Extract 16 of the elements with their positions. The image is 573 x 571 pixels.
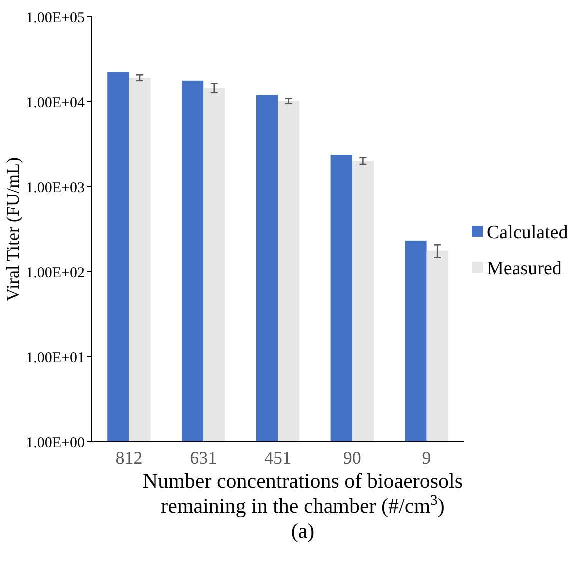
y-tick-label: 1.00E+04 [26, 95, 86, 112]
y-tick-label: 1.00E+01 [26, 350, 85, 366]
y-tick-label: 1.00E+03 [26, 180, 85, 196]
legend-label: Calculated [487, 222, 569, 244]
x-tick-label: 451 [264, 448, 292, 468]
y-tick-label: 1.00E+02 [26, 265, 85, 282]
x-tick-label: 9 [422, 448, 432, 468]
x-tick-label: 90 [343, 448, 362, 468]
text: (a) [291, 519, 315, 543]
y-tick-label: 1.00E+05 [26, 10, 85, 26]
legend-label: Measured [487, 258, 562, 280]
y-axis-title: Viral Titer (FU/mL) [3, 158, 23, 302]
x-tick-label: 812 [116, 448, 143, 468]
y-tick-label: 1.00E+00 [26, 435, 85, 452]
x-tick-label: 631 [190, 448, 218, 468]
x-axis-title: Number concentrations of bioaerosols remaining in the chamber (#/cm$^{3}$) [142, 469, 464, 518]
